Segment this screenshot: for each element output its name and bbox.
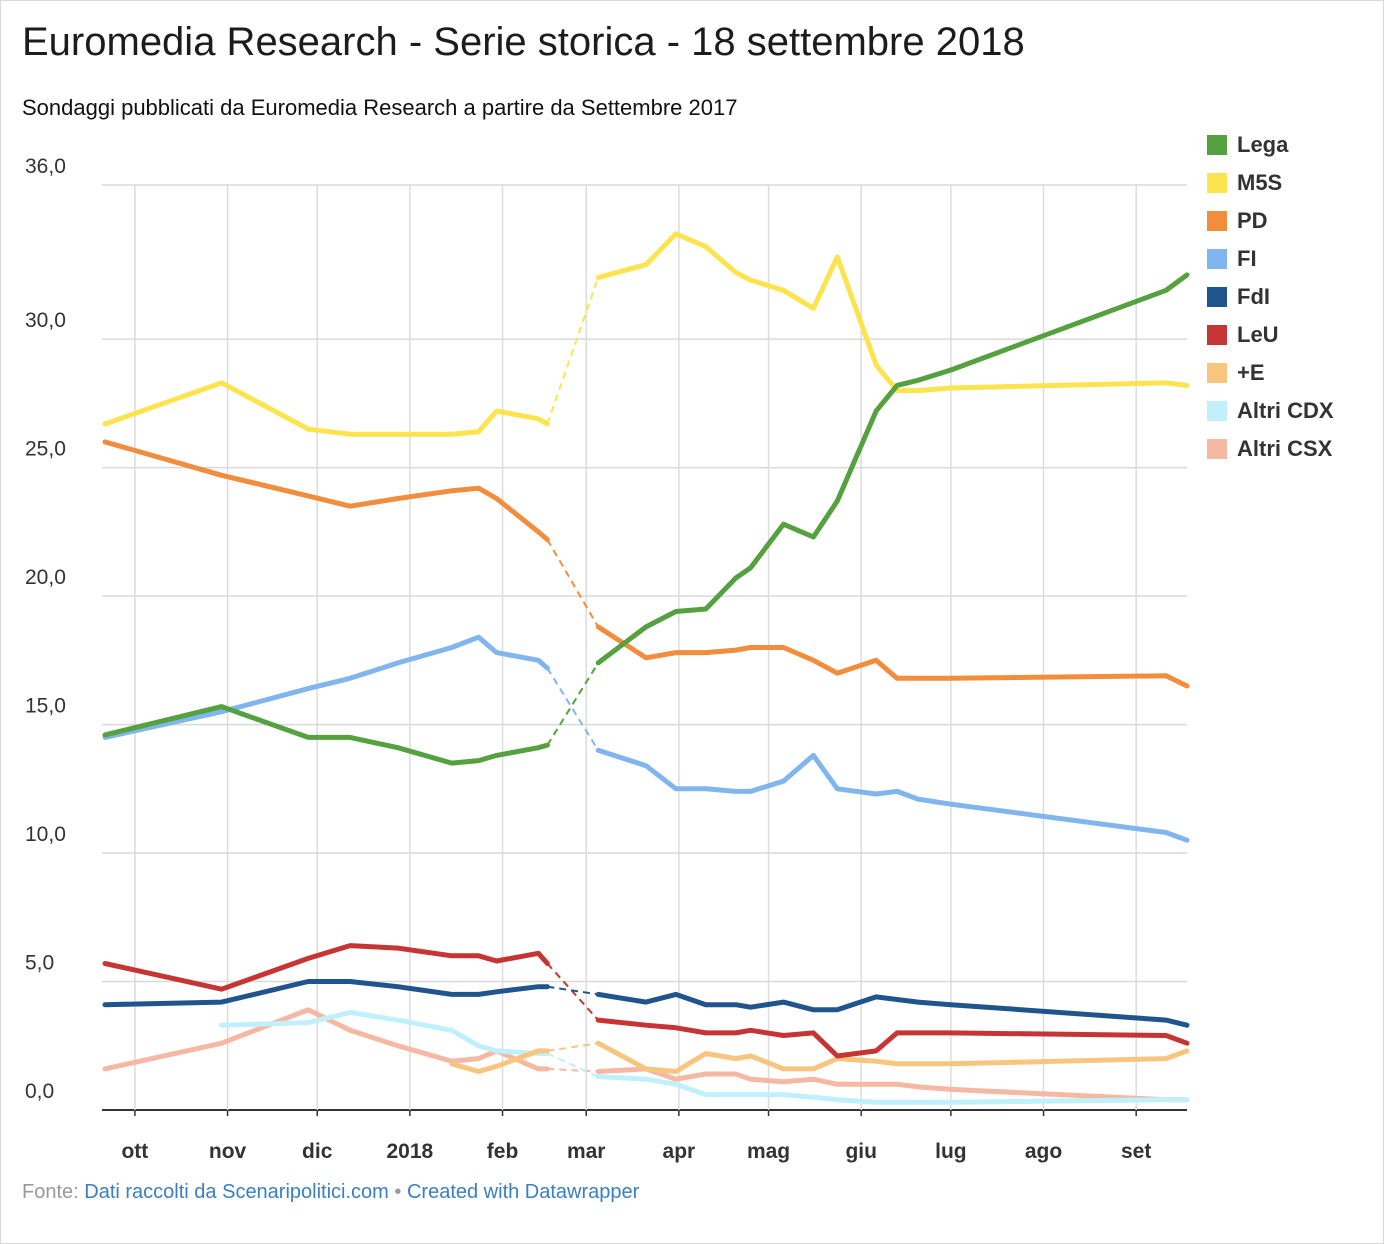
y-tick-label: 10,0 <box>25 823 66 846</box>
legend-item: PD <box>1207 202 1334 240</box>
legend-swatch <box>1207 135 1227 155</box>
legend-item: Altri CSX <box>1207 430 1334 468</box>
x-tick-label: 2018 <box>387 1140 434 1163</box>
legend-item: Altri CDX <box>1207 392 1334 430</box>
gap-connector-leu <box>546 962 599 1021</box>
legend-item: M5S <box>1207 164 1334 202</box>
legend-label: FI <box>1237 246 1257 271</box>
series-line-lega <box>102 704 550 766</box>
x-tick-label: ago <box>1025 1140 1062 1163</box>
x-tick-label: mag <box>747 1140 790 1163</box>
series-line-altri-csx <box>595 1066 1190 1103</box>
chart-subtitle: Sondaggi pubblicati da Euromedia Researc… <box>22 95 738 120</box>
legend-swatch <box>1207 363 1227 383</box>
gap-connector-fdi <box>547 985 599 996</box>
x-tick-label: lug <box>935 1140 967 1163</box>
series-line-lega <box>595 272 1190 666</box>
y-tick-label: 20,0 <box>25 566 66 589</box>
series-line-pd <box>595 624 1190 689</box>
legend-label: Altri CDX <box>1237 398 1334 423</box>
gap-connector-fi <box>546 667 600 751</box>
legend-swatch <box>1207 325 1227 345</box>
gap-connector-lega <box>546 662 600 746</box>
legend-swatch <box>1207 173 1227 193</box>
grid <box>102 184 1187 1116</box>
y-tick-label: 36,0 <box>25 155 66 178</box>
x-tick-label: mar <box>567 1140 606 1163</box>
x-tick-label: set <box>1121 1140 1151 1163</box>
gap-connector-m5s <box>546 277 600 425</box>
legend-label: Altri CSX <box>1237 436 1333 461</box>
series-line-leu <box>102 943 550 992</box>
x-tick-label: nov <box>209 1140 247 1163</box>
legend-swatch <box>1207 249 1227 269</box>
source-link[interactable]: Dati raccolti da Scenaripolitici.com <box>84 1181 389 1203</box>
series-line-m5s <box>102 380 550 437</box>
x-tick-label: giu <box>845 1140 877 1163</box>
series-line-altri-cdx <box>595 1074 1190 1105</box>
legend-swatch <box>1207 401 1227 421</box>
series-line-fdi <box>102 979 550 1008</box>
legend: Lega M5S PD FI FdI LeU +E Altri CDX Altri CSX <box>1207 126 1334 468</box>
legend-label: FdI <box>1237 284 1270 309</box>
legend-label: LeU <box>1237 322 1279 347</box>
x-tick-label: ott <box>121 1140 148 1163</box>
y-tick-label: 5,0 <box>25 952 54 975</box>
legend-swatch <box>1207 439 1227 459</box>
y-tick-label: 30,0 <box>25 309 66 332</box>
x-tick-label: apr <box>663 1140 696 1163</box>
legend-swatch <box>1207 211 1227 231</box>
x-tick-label: feb <box>487 1140 519 1163</box>
legend-label: Lega <box>1237 132 1289 157</box>
gap-connector-altri-csx <box>547 1067 599 1073</box>
legend-item: FI <box>1207 240 1334 278</box>
series-line-m5s <box>595 231 1190 394</box>
legend-label: +E <box>1237 360 1265 385</box>
series-line-fdi <box>595 991 1190 1028</box>
series-line-fi <box>102 634 550 740</box>
chart-title: Euromedia Research - Serie storica - 18 … <box>22 20 1025 64</box>
footer-prefix: Fonte: <box>22 1181 79 1203</box>
gap-connector-pd <box>546 539 600 628</box>
gap-connector-altri-cdx <box>546 1052 599 1078</box>
series-line--e <box>595 1040 1190 1074</box>
axes: 0,0 5,0 10,0 15,0 20,0 25,0 30,0 36,0 ott nov dic 2… <box>25 155 1151 1163</box>
x-tick-label: dic <box>302 1140 333 1163</box>
legend-swatch <box>1207 287 1227 307</box>
legend-item: LeU <box>1207 316 1334 354</box>
series-line-fi <box>595 747 1190 843</box>
series-line-leu <box>595 1017 1190 1059</box>
series-lines <box>102 231 1190 1105</box>
footer-separator: • <box>394 1181 402 1203</box>
y-tick-label: 15,0 <box>25 695 66 718</box>
series-line--e <box>449 1048 550 1074</box>
datawrapper-link[interactable]: Created with Datawrapper <box>406 1181 640 1203</box>
legend-item: +E <box>1207 354 1334 392</box>
footer: Fonte: Dati raccolti da Scenaripolitici.… <box>22 1181 639 1204</box>
legend-label: PD <box>1237 208 1268 233</box>
legend-item: Lega <box>1207 126 1334 164</box>
series-line-pd <box>102 439 550 543</box>
series-line-altri-cdx <box>219 1009 550 1056</box>
legend-label: M5S <box>1237 170 1283 195</box>
legend-item: FdI <box>1207 278 1334 316</box>
gap-connector--e <box>547 1042 599 1052</box>
y-tick-label: 25,0 <box>25 438 66 461</box>
y-tick-label: 0,0 <box>25 1080 54 1103</box>
